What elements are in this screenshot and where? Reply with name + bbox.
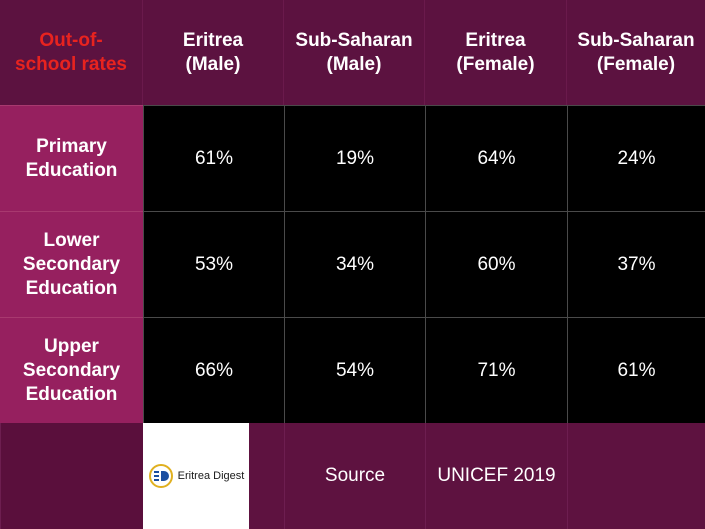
row-header-line: Upper xyxy=(44,335,99,357)
corner-label-line: school rates xyxy=(15,53,127,75)
value-cell: 61% xyxy=(567,317,705,423)
row-header: Lower Secondary Education xyxy=(0,211,143,317)
corner-label-text: Out-of-school rates xyxy=(15,29,127,77)
row-header-line: Secondary xyxy=(22,253,121,275)
source-label: Source xyxy=(284,423,425,529)
row-header-line: Secondary xyxy=(22,359,121,381)
column-header-line: (Female) xyxy=(456,53,535,75)
column-header-line: Eritrea xyxy=(465,29,526,51)
value-cell: 71% xyxy=(425,317,567,423)
logo-text: Eritrea Digest xyxy=(177,470,245,482)
value-cell: 66% xyxy=(143,317,284,423)
value-cell: 34% xyxy=(284,211,425,317)
value-cell: 24% xyxy=(567,105,705,211)
value-cell: 64% xyxy=(425,105,567,211)
column-header-line: Sub-Saharan xyxy=(295,29,413,51)
row-header: Upper Secondary Education xyxy=(0,317,143,423)
value-cell: 61% xyxy=(143,105,284,211)
row-header: Primary Education xyxy=(0,105,143,211)
column-header: Sub-Saharan (Male) xyxy=(284,0,425,105)
row-header-line: Lower xyxy=(43,229,100,251)
value-cell: 37% xyxy=(567,211,705,317)
corner-label: Out-of-school rates xyxy=(0,0,143,105)
value-cell: 54% xyxy=(284,317,425,423)
value-cell: 53% xyxy=(143,211,284,317)
row-header-line: Primary xyxy=(36,135,107,157)
row-header-line: Education xyxy=(25,277,118,299)
column-header: Sub-Saharan (Female) xyxy=(567,0,705,105)
footer-blank xyxy=(0,423,143,529)
column-header-line: Eritrea xyxy=(182,29,244,51)
column-header: Eritrea (Female) xyxy=(425,0,567,105)
footer-blank xyxy=(567,423,705,529)
corner-label-line: Out-of- xyxy=(39,29,103,51)
row-header-line: Education xyxy=(25,159,118,181)
column-header-line: (Male) xyxy=(185,53,241,75)
eritrea-digest-logo: Eritrea Digest xyxy=(143,423,249,529)
column-header-line: Sub-Saharan xyxy=(577,29,695,51)
eritrea-digest-logo-icon xyxy=(148,464,173,488)
source-value: UNICEF 2019 xyxy=(425,423,567,529)
row-header-line: Education xyxy=(25,383,118,405)
value-cell: 19% xyxy=(284,105,425,211)
column-header-line: (Male) xyxy=(326,53,382,75)
column-header-line: (Female) xyxy=(596,53,676,75)
value-cell: 60% xyxy=(425,211,567,317)
column-header: Eritrea (Male) xyxy=(143,0,284,105)
